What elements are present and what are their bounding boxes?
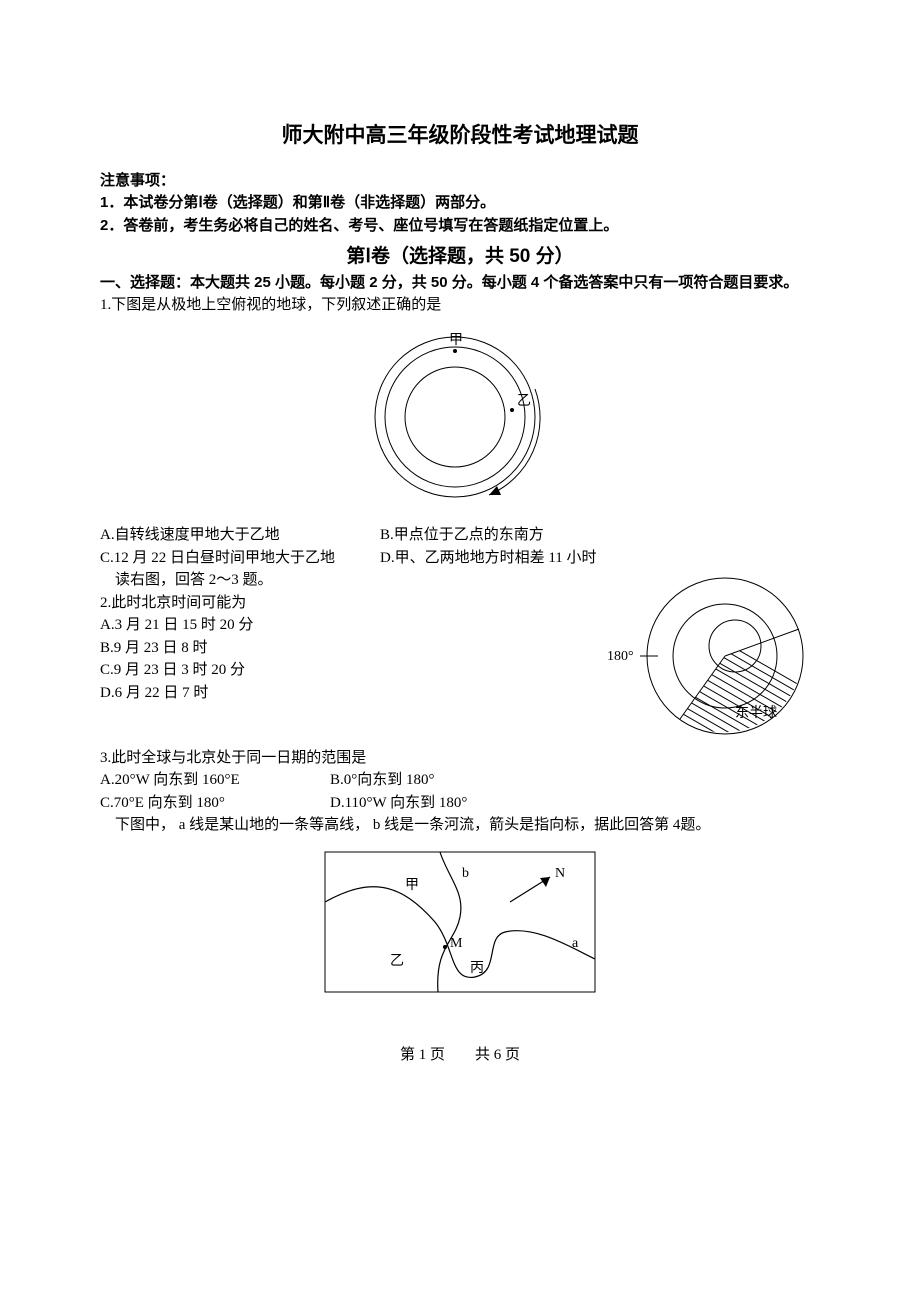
fig4-label-m: M — [450, 936, 463, 951]
notice-heading: 注意事项： — [100, 170, 820, 193]
fig4-label-b: b — [462, 866, 469, 881]
fig23-label-180: 180° — [607, 649, 634, 664]
question-1-options-row2: C.12 月 22 日白昼时间甲地大于乙地 D.甲、乙两地地方时相差 11 小时 — [100, 547, 820, 570]
notice-item-1: 1．本试卷分第Ⅰ卷（选择题）和第Ⅱ卷（非选择题）两部分。 — [100, 192, 820, 215]
question-1-figure: 甲 乙 — [100, 327, 820, 515]
question-1-options-row1: A.自转线速度甲地大于乙地 B.甲点位于乙点的东南方 — [100, 524, 820, 547]
question-1-stem: 1.下图是从极地上空俯视的地球，下列叙述正确的是 — [100, 294, 820, 317]
fig4-label-yi: 乙 — [390, 953, 404, 969]
fig4-label-a: a — [572, 936, 579, 951]
q1-option-d: D.甲、乙两地地方时相差 11 小时 — [380, 547, 597, 570]
page-title: 师大附中高三年级阶段性考试地理试题 — [100, 120, 820, 152]
q3-option-a: A.20°W 向东到 160°E — [100, 769, 330, 792]
q1-option-b: B.甲点位于乙点的东南方 — [380, 524, 544, 547]
q3-option-b: B.0°向东到 180° — [330, 769, 435, 792]
fig23-label-east: 东半球 — [735, 705, 777, 721]
section-1-instructions: 一、选择题：本大题共 25 小题。每小题 2 分，共 50 分。每小题 4 个备… — [100, 272, 820, 295]
question-3-options-row2: C.70°E 向东到 180° D.110°W 向东到 180° — [100, 792, 820, 815]
question-4-lead: 下图中， a 线是某山地的一条等高线， b 线是一条河流，箭头是指向标，据此回答… — [100, 814, 820, 837]
fig1-label-yi: 乙 — [517, 393, 531, 409]
question-4-figure: 甲 b N 乙 M 丙 a — [100, 847, 820, 1005]
fig4-label-n: N — [555, 866, 565, 881]
q1-option-a: A.自转线速度甲地大于乙地 — [100, 524, 380, 547]
fig4-label-jia: 甲 — [405, 878, 419, 893]
question-3-stem: 3.此时全球与北京处于同一日期的范围是 — [100, 747, 820, 770]
question-2-3-figure: 180° 东半球 — [605, 569, 820, 747]
fig4-label-bing: 丙 — [470, 961, 484, 976]
page-footer: 第 1 页 共 6 页 — [100, 1044, 820, 1067]
section-1-header: 第Ⅰ卷（选择题，共 50 分） — [100, 243, 820, 272]
q3-option-d: D.110°W 向东到 180° — [330, 792, 467, 815]
notice-item-2: 2．答卷前，考生务必将自己的姓名、考号、座位号填写在答题纸指定位置上。 — [100, 215, 820, 238]
fig1-label-jia: 甲 — [449, 333, 463, 348]
q1-option-c: C.12 月 22 日白昼时间甲地大于乙地 — [100, 547, 380, 570]
question-3-options-row1: A.20°W 向东到 160°E B.0°向东到 180° — [100, 769, 820, 792]
q3-option-c: C.70°E 向东到 180° — [100, 792, 330, 815]
